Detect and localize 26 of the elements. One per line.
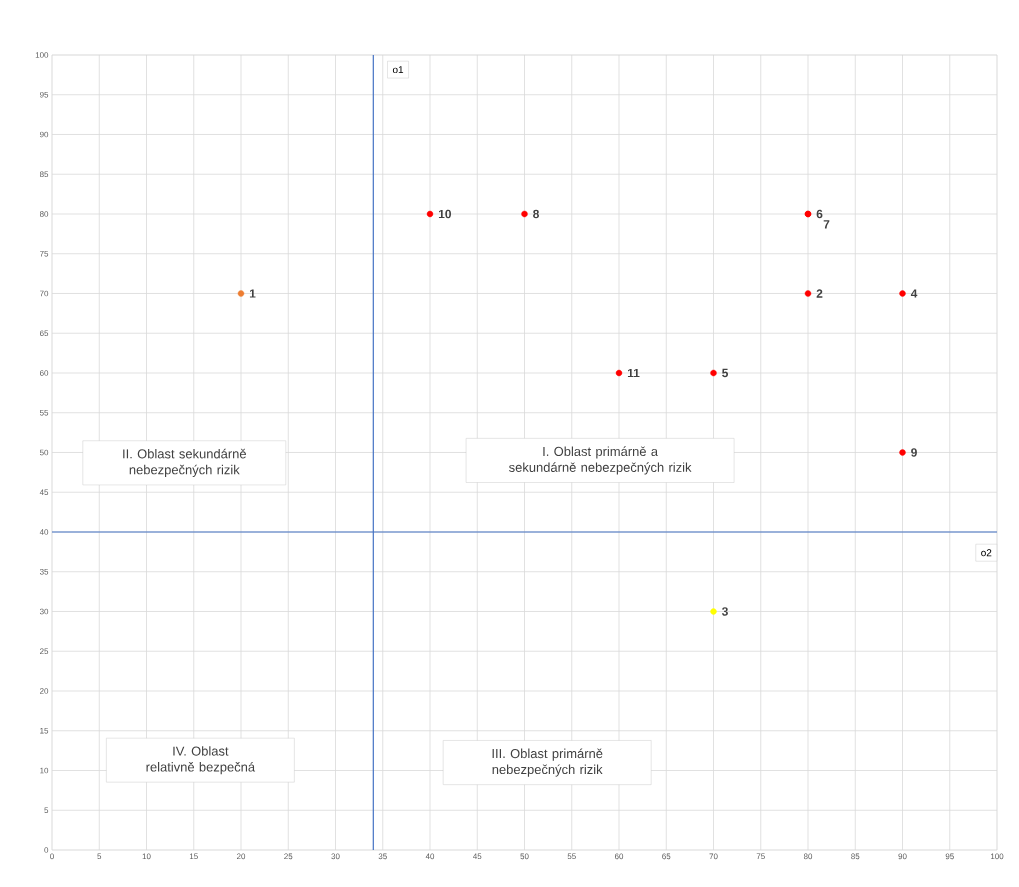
point — [899, 449, 906, 456]
annotation: 1 — [249, 289, 256, 298]
point — [521, 210, 528, 218]
annotation: 10 — [438, 209, 451, 219]
annotation: 9 — [911, 448, 917, 457]
annotation: 6 — [816, 209, 823, 219]
annotation: 11 — [627, 368, 640, 378]
annotation: III. Oblast primárně nebezpečných rizik — [492, 748, 603, 777]
annotation: 3 — [721, 607, 728, 616]
annotation: I. Oblast primárně a sekundárně nebezpečných rizik — [509, 446, 692, 475]
point — [426, 210, 434, 218]
point — [899, 290, 906, 297]
annotation: 8 — [533, 209, 539, 219]
annotation: 7 — [823, 220, 830, 229]
point — [615, 369, 623, 377]
point — [237, 290, 245, 297]
annotation: IV. Oblast relativně bezpečná — [146, 746, 256, 775]
annotation: II. Oblast sekundárně nebezpečných rizik — [123, 448, 246, 477]
point — [710, 369, 717, 377]
annotation: 2 — [816, 289, 823, 298]
annotation: 5 — [722, 368, 729, 378]
point — [804, 290, 812, 297]
ref-line-label: o2 — [981, 549, 992, 557]
annotation: 4 — [910, 289, 918, 298]
ref-line-label: o1 — [392, 66, 404, 74]
point — [710, 608, 717, 615]
